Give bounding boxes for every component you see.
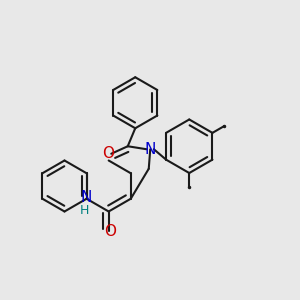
- Text: O: O: [102, 146, 114, 161]
- Text: N: N: [81, 190, 92, 205]
- Text: N: N: [145, 142, 156, 157]
- Text: O: O: [104, 224, 116, 238]
- Text: H: H: [80, 204, 89, 217]
